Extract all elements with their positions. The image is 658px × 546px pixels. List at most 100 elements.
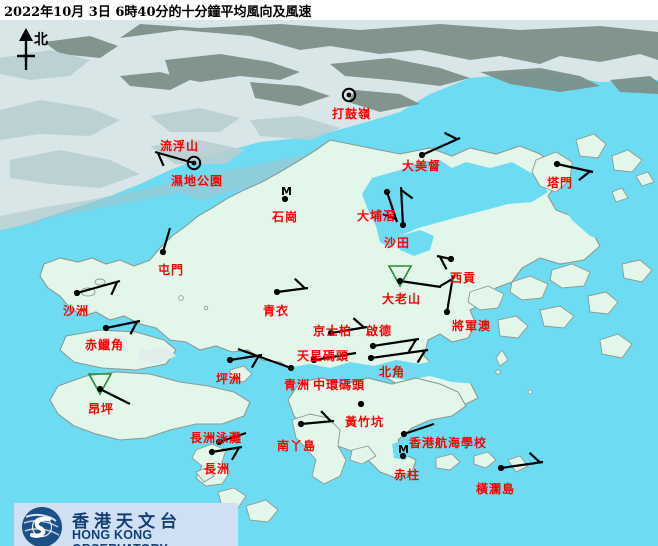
station-marker-dot (497, 464, 505, 472)
station-marker-dot (226, 356, 234, 364)
station-label: 青衣 (263, 304, 290, 318)
station-label: 橫瀾島 (476, 482, 516, 496)
station-label: 昂坪 (88, 402, 115, 416)
station-marker-dot (396, 277, 404, 285)
wind-shaft (372, 337, 420, 348)
station-label: 濕地公園 (171, 174, 224, 188)
map-canvas: 北 打鼓嶺 流浮山 濕地公園 石崗 M 大美督 塔門 大埔滘 沙田 西貢 大老山 將軍澳 屯門 沙洲 赤鱲角… (0, 20, 658, 546)
station-label: 流浮山 (160, 139, 200, 153)
wind-shaft (421, 136, 461, 157)
station-label: 長洲 (204, 462, 231, 476)
station-marker-dot (191, 160, 197, 166)
station-label: 沙洲 (63, 304, 90, 318)
station-marker-dot (287, 364, 295, 372)
wind-barb-tick (444, 131, 458, 141)
hko-s-icon (22, 507, 62, 546)
wind-barb-tick (578, 170, 591, 181)
station-marker-dot (297, 420, 305, 428)
station-label: 大埔滘 (357, 209, 397, 223)
map-geography (0, 20, 658, 546)
station-label: 大老山 (382, 292, 422, 306)
wind-shaft (76, 279, 121, 295)
station-marker-dot (73, 289, 81, 297)
station-marker-dot (208, 448, 216, 456)
wind-shaft (237, 347, 292, 370)
station-marker-dot (281, 195, 289, 203)
wind-barb-tick (293, 277, 306, 290)
station-label: 北角 (379, 365, 406, 379)
wind-barb-tick (438, 256, 448, 270)
north-arrow: 北 (8, 26, 64, 74)
station-marker-dot (327, 329, 335, 337)
wind-barb-tick (231, 446, 240, 461)
station-marker-triangle (87, 373, 113, 396)
wind-barb-tick (352, 317, 365, 329)
station-marker-ring (341, 87, 357, 103)
station-marker-dot (443, 308, 451, 316)
station-label: 長洲泳灘 (190, 431, 243, 445)
wind-shaft (403, 422, 435, 436)
station-marker-dot (215, 438, 223, 446)
station-label: 塔門 (547, 176, 574, 190)
station-maintenance-flag: M (398, 443, 409, 456)
wind-shaft (276, 286, 309, 294)
station-label: 將軍澳 (452, 319, 492, 333)
station-marker-dot (369, 342, 377, 350)
station-label: 赤鱲角 (85, 338, 125, 352)
north-arrow-label: 北 (34, 32, 48, 48)
station-label: 石崗 (272, 210, 299, 224)
station-maintenance-flag: M (281, 185, 292, 198)
station-marker-dot (400, 430, 408, 438)
wind-barb-tick (250, 354, 260, 369)
wind-shaft (300, 419, 335, 426)
station-label: 赤柱 (394, 468, 421, 482)
wind-barb-tick (110, 281, 119, 296)
station-label: 天星碼頭 (297, 349, 350, 363)
station-label: 屯門 (158, 263, 185, 277)
wind-shaft (500, 460, 544, 470)
wind-shaft (330, 325, 368, 335)
wind-barb-tick (439, 278, 454, 287)
wind-shaft (313, 351, 357, 362)
station-label: 西貢 (450, 271, 477, 285)
wind-shaft (370, 348, 429, 360)
page-title: 2022年10月 3日 6時40分的十分鐘平均風向及風速 (4, 5, 312, 20)
hko-logo-mark (22, 507, 62, 546)
station-marker-dot (418, 151, 426, 159)
wind-barb-layer (73, 87, 594, 472)
station-marker-dot (383, 188, 391, 196)
wind-barb-tick (400, 189, 414, 200)
station-marker-dot (399, 452, 407, 460)
wind-barb-tick (528, 451, 541, 464)
station-label: 大美督 (402, 159, 442, 173)
wind-shaft (399, 279, 442, 289)
station-marker-dot (310, 356, 318, 364)
station-marker-dot (96, 385, 104, 393)
station-label: 中環碼頭 (313, 378, 366, 392)
title-bar: 2022年10月 3日 6時40分的十分鐘平均風向及風速 (0, 0, 658, 20)
wind-barb-tick (416, 349, 426, 364)
wind-shaft (445, 275, 455, 313)
wind-barb-tick (129, 321, 139, 335)
wind-shaft (161, 227, 172, 253)
station-marker-dot (273, 288, 281, 296)
station-marker-dot (447, 255, 455, 263)
wind-barb-tick (407, 338, 417, 353)
station-marker-dot (102, 324, 110, 332)
hko-logo: 香港天文台 HONG KONG OBSERVATORY (14, 503, 238, 546)
station-marker-triangle (387, 265, 413, 288)
wind-shaft (99, 388, 131, 405)
station-label: 黃竹坑 (345, 415, 385, 429)
wind-barb-tick (320, 410, 332, 423)
station-marker-dot (159, 248, 167, 256)
wind-barb-tick (156, 152, 165, 167)
station-marker-dot (399, 221, 407, 229)
wind-shaft (556, 162, 594, 174)
station-label: 坪洲 (216, 372, 243, 386)
wind-shaft (399, 186, 405, 226)
wind-shaft (218, 431, 247, 444)
station-label: 啟德 (366, 324, 393, 338)
station-label: 香港航海學校 (409, 436, 488, 450)
wind-barb-tick (382, 213, 397, 221)
